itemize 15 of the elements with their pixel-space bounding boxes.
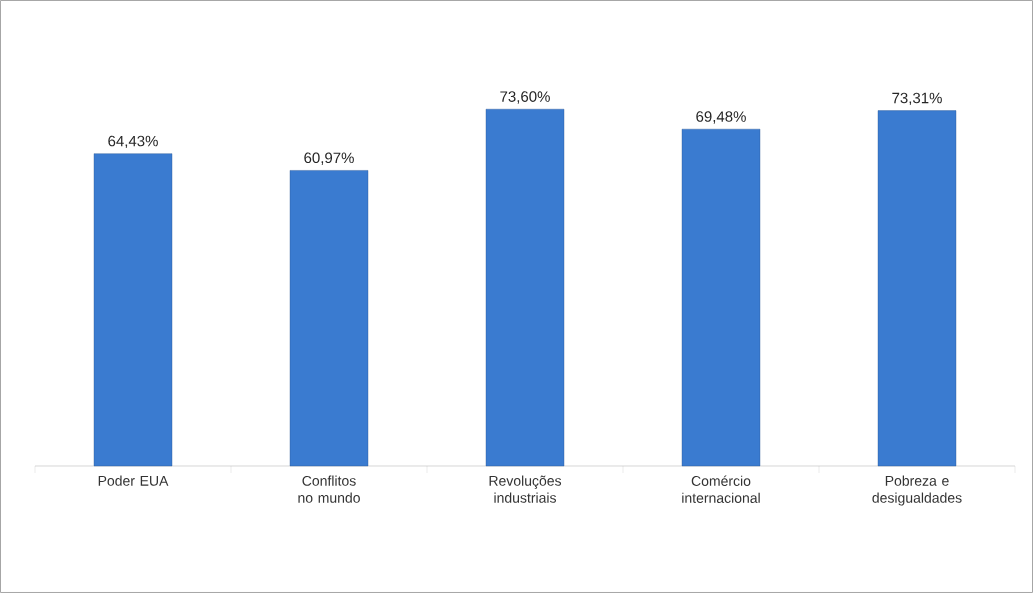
x-tick-label: Poder EUA: [98, 475, 169, 486]
data-label: 73,60%: [500, 91, 550, 104]
x-tick-label: Revoluções industriais: [489, 475, 562, 503]
bar: [289, 170, 369, 467]
data-label: 69,48%: [696, 111, 746, 124]
x-tick-label: Pobreza e desigualdades: [872, 475, 962, 506]
bar: [485, 108, 565, 467]
data-label: 64,43%: [108, 135, 158, 149]
x-tick-label: Conflitos no mundo: [298, 475, 360, 503]
bar: [877, 110, 957, 467]
data-label: 60,97%: [304, 152, 354, 165]
bar: [681, 128, 761, 467]
bar: [93, 153, 173, 467]
data-label: 73,31%: [892, 92, 942, 106]
x-tick-label: Comércio internacional: [682, 475, 760, 503]
